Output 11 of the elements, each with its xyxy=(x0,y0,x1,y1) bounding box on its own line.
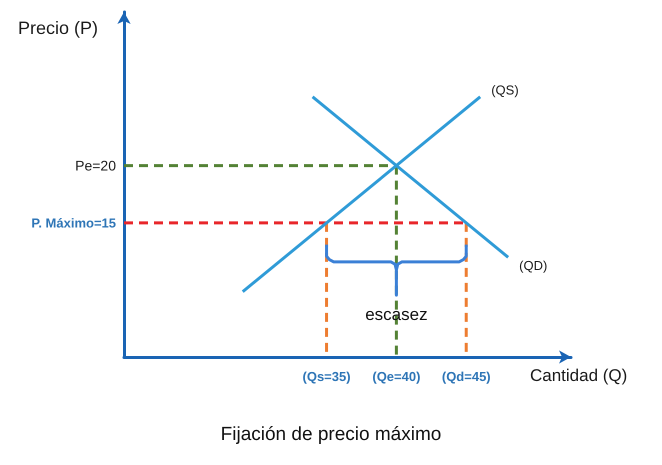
series-label: (QD) xyxy=(519,258,548,273)
text: Fijación de precio máximo xyxy=(220,424,442,445)
x-tick-label: (Qe=40) xyxy=(372,369,420,384)
y-tick-label: Pe=20 xyxy=(75,158,116,174)
y-axis-title: Precio (P) xyxy=(18,18,98,38)
x-tick-label: (Qs=35) xyxy=(302,369,351,384)
annotation: escasez xyxy=(365,305,428,324)
x-tick-label: (Qd=45) xyxy=(442,369,491,384)
y-tick-label: P. Máximo=15 xyxy=(31,215,116,230)
x-axis-title: Cantidad (Q) xyxy=(530,366,628,385)
series-label: (QS) xyxy=(491,82,519,98)
